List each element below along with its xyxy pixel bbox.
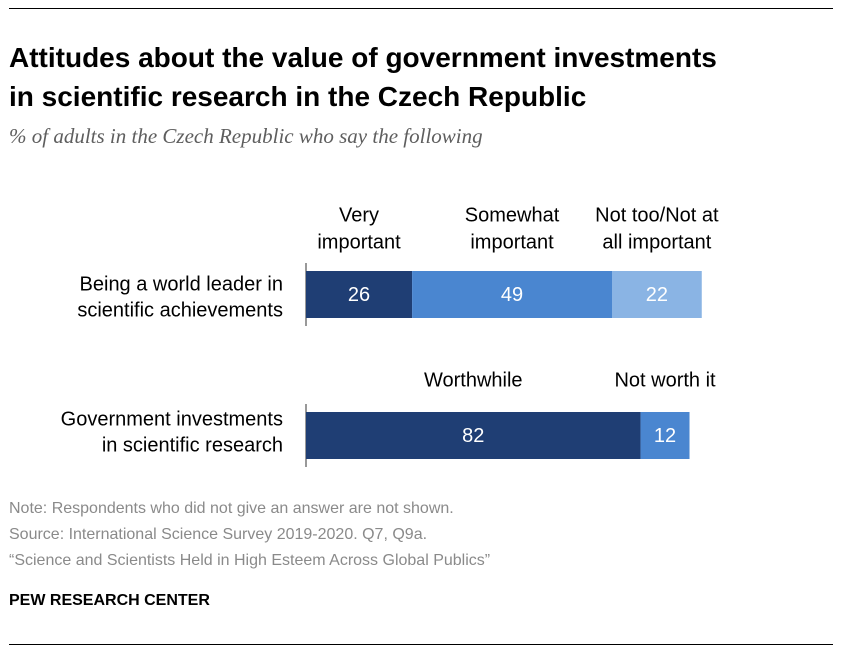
category-label-1-line-1: Being a world leader in <box>80 273 283 295</box>
bar-segment-1-3 <box>612 271 702 318</box>
title-line-2: in scientific research in the Czech Repu… <box>9 81 587 112</box>
source-text: Source: International Science Survey 201… <box>9 526 428 543</box>
bar-segment-2-1 <box>306 412 641 459</box>
legend-label-1-3-line-1: Not too/Not at <box>595 204 719 226</box>
stacked-bar-chart: Being a world leader in scientific achiev… <box>61 204 719 467</box>
bar-value-label-1-2: 49 <box>501 284 523 306</box>
bar-segment-1-2 <box>412 271 612 318</box>
chart-subtitle: % of adults in the Czech Republic who sa… <box>9 124 483 148</box>
bar-segment-2-2 <box>640 412 690 459</box>
title-line-1: Attitudes about the value of government … <box>9 42 717 73</box>
bar-segment-1-1 <box>306 271 413 318</box>
report-text: “Science and Scientists Held in High Est… <box>9 552 491 569</box>
legend-label-1-3-line-2: all important <box>602 231 711 253</box>
bar-value-label-2-2: 12 <box>654 425 676 447</box>
bar-value-label-2-1: 82 <box>462 425 484 447</box>
category-label-2-line-1: Government investments <box>61 408 283 430</box>
legend-label-2-2-line-1: Not worth it <box>614 369 716 391</box>
legend-label-1-2-line-2: important <box>470 231 554 253</box>
legend-label-1-2-line-1: Somewhat <box>465 204 560 226</box>
pew-brand: PEW RESEARCH CENTER <box>9 592 210 609</box>
top-rule <box>9 8 833 9</box>
legend-label-2-1-line-1: Worthwhile <box>424 369 523 391</box>
category-label-1-line-2: scientific achievements <box>77 299 283 321</box>
category-label-2-line-2: in scientific research <box>102 434 283 456</box>
bottom-rule <box>9 644 833 645</box>
bar-value-label-1-1: 26 <box>348 284 370 306</box>
note-text: Note: Respondents who did not give an an… <box>9 500 454 517</box>
bar-value-label-1-3: 22 <box>646 284 668 306</box>
legend-label-1-1-line-1: Very <box>339 204 379 226</box>
legend-label-1-1-line-2: important <box>317 231 401 253</box>
chart-title: Attitudes about the value of government … <box>9 38 839 116</box>
